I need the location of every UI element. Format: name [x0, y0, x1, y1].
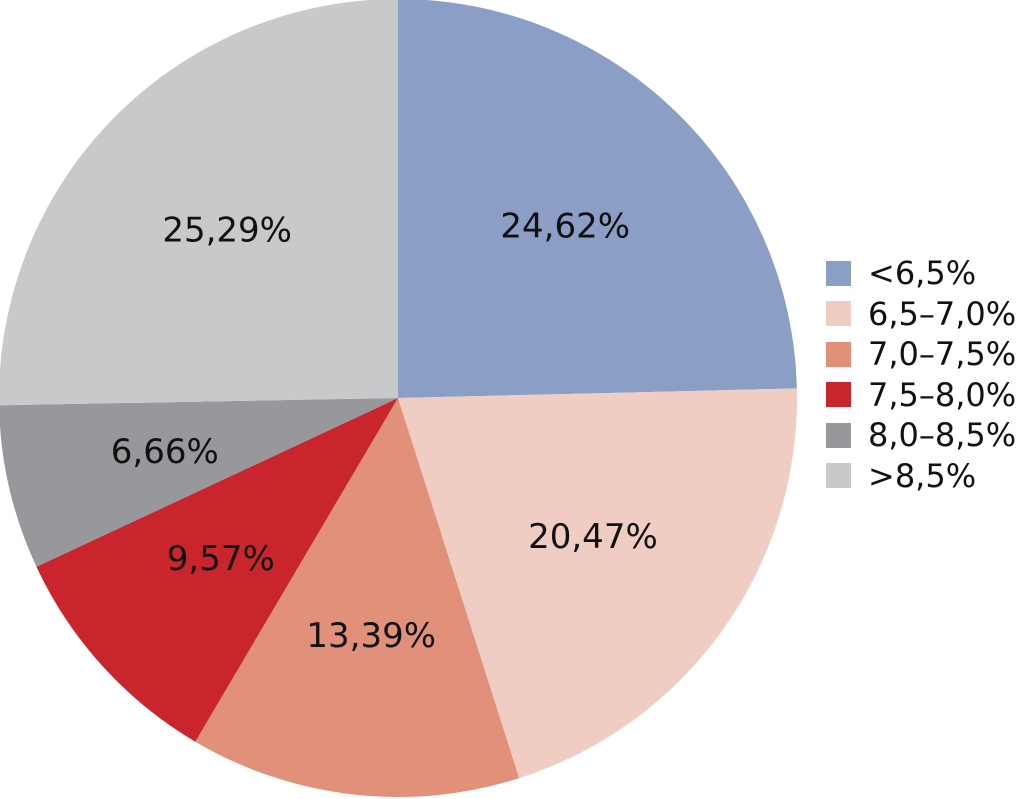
legend-swatch: [826, 260, 851, 286]
legend-label: 7,0–7,5%: [868, 335, 1017, 374]
legend-swatch: [826, 463, 851, 489]
legend-item: 8,0–8,5%: [826, 415, 1016, 456]
legend-label: 6,5–7,0%: [868, 294, 1017, 333]
slice-data-label: 6,66%: [111, 432, 219, 472]
legend-swatch: [826, 382, 851, 408]
legend-item: <6,5%: [826, 253, 1016, 294]
legend-label: 8,0–8,5%: [868, 416, 1017, 455]
legend-item: 7,5–8,0%: [826, 375, 1016, 416]
legend-label: >8,5%: [868, 456, 977, 495]
legend-item: 6,5–7,0%: [826, 294, 1016, 335]
pie-slice: [0, 0, 398, 406]
pie-slice-labels: 24,62% 20,47% 13,39% 9,57% 6,66% 25,29%: [111, 207, 658, 656]
legend-label: 7,5–8,0%: [868, 375, 1017, 414]
slice-data-label: 13,39%: [306, 616, 436, 656]
legend-label: <6,5%: [868, 254, 977, 293]
slice-data-label: 24,62%: [500, 207, 630, 247]
pie-slice: [398, 388, 798, 779]
legend-item: >8,5%: [826, 456, 1016, 497]
legend-item: 7,0–7,5%: [826, 334, 1016, 375]
pie-slice: [0, 398, 398, 567]
pie-slice: [36, 398, 398, 742]
pie-slices: [0, 0, 798, 797]
legend-swatch: [826, 301, 851, 327]
slice-data-label: 9,57%: [167, 539, 275, 579]
slice-data-label: 20,47%: [528, 517, 658, 557]
chart-legend: <6,5% 6,5–7,0% 7,0–7,5% 7,5–8,0% 8,0–8,5…: [826, 253, 1016, 496]
pie-slice: [195, 398, 520, 797]
legend-swatch: [826, 422, 851, 448]
pie-slice: [398, 0, 797, 398]
slice-data-label: 25,29%: [162, 210, 292, 250]
legend-swatch: [826, 341, 851, 367]
